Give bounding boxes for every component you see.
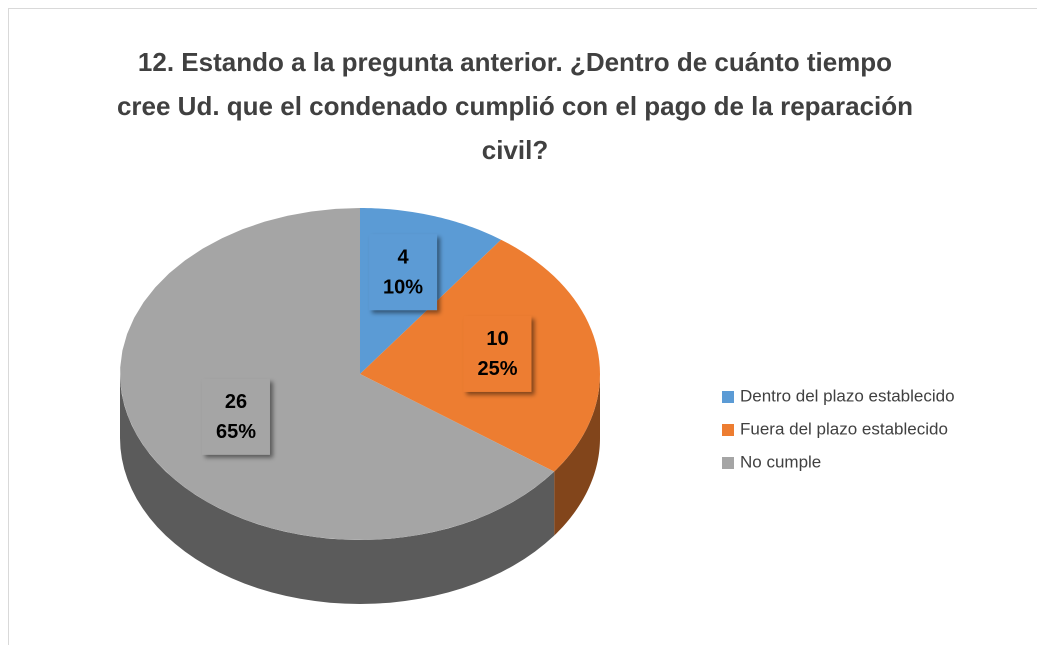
data-label-percent: 25% [477, 358, 517, 380]
chart-title: 12. Estando a la pregunta anterior. ¿Den… [116, 47, 914, 165]
pie-slice [120, 208, 555, 540]
legend-swatch [722, 391, 734, 403]
legend-box [712, 377, 1030, 483]
data-label-box [369, 234, 438, 311]
data-label-percent: 65% [216, 421, 256, 443]
legend-label: Fuera del plazo establecido [740, 419, 948, 438]
pie-side [120, 374, 555, 604]
legend-label: No cumple [740, 452, 821, 471]
legend-swatch [722, 424, 734, 436]
legend-swatch [722, 457, 734, 469]
data-label-box [463, 315, 532, 392]
data-label-box [201, 378, 270, 455]
data-label-value: 10 [486, 328, 508, 350]
data-label-percent: 10% [383, 276, 423, 298]
data-label-value: 26 [225, 391, 247, 413]
pie-side [554, 374, 600, 536]
data-label-value: 4 [397, 246, 409, 268]
legend-label: Dentro del plazo establecido [740, 386, 955, 405]
chart-frame [8, 8, 1037, 645]
